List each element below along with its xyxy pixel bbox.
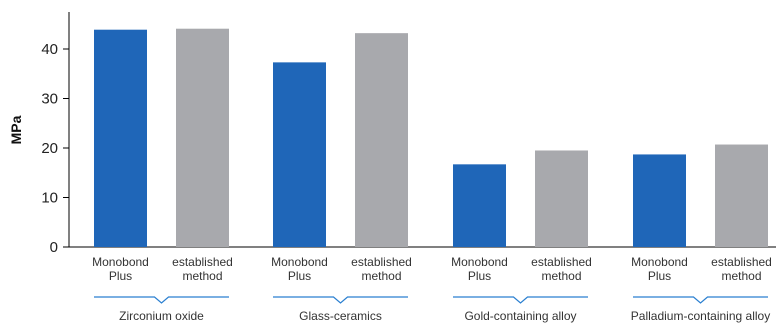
category-label: Monobond bbox=[631, 255, 688, 269]
y-tick-label: 30 bbox=[41, 91, 58, 108]
bar-monobond bbox=[273, 62, 326, 247]
bar-established bbox=[176, 28, 229, 247]
y-tick-label: 0 bbox=[50, 239, 58, 256]
category-label: Monobond bbox=[92, 255, 149, 269]
group-bracket bbox=[273, 296, 408, 304]
category-label: Plus bbox=[648, 269, 671, 283]
group-label: Gold-containing alloy bbox=[464, 309, 576, 323]
y-tick-label: 20 bbox=[41, 140, 58, 157]
category-label: established bbox=[172, 255, 233, 269]
group-brackets: Zirconium oxide Glass-ceramics Gold-contai… bbox=[94, 296, 770, 323]
group-bracket bbox=[94, 296, 229, 304]
category-label: method bbox=[541, 269, 581, 283]
group-bracket bbox=[453, 296, 588, 304]
bar-established bbox=[715, 144, 768, 247]
category-label: method bbox=[721, 269, 761, 283]
y-tick-label: 40 bbox=[41, 41, 58, 58]
category-label: Monobond bbox=[271, 255, 328, 269]
bar-established bbox=[535, 150, 588, 247]
category-label: Plus bbox=[109, 269, 132, 283]
bar-monobond bbox=[633, 154, 686, 247]
category-label: established bbox=[711, 255, 772, 269]
group-label: Glass-ceramics bbox=[299, 309, 382, 323]
bar-established bbox=[355, 33, 408, 247]
category-label: Monobond bbox=[451, 255, 508, 269]
bar-monobond bbox=[453, 164, 506, 247]
bars bbox=[94, 28, 768, 247]
group-bracket bbox=[633, 296, 768, 304]
category-label: method bbox=[182, 269, 222, 283]
x-axis-labels: MonobondPlusestablishedmethodMonobondPlu… bbox=[92, 255, 772, 283]
category-label: established bbox=[351, 255, 412, 269]
y-tick-label: 10 bbox=[41, 190, 58, 207]
group-label: Palladium-containing alloy bbox=[631, 309, 770, 323]
category-label: method bbox=[361, 269, 401, 283]
bar-monobond bbox=[94, 29, 147, 247]
group-label: Zirconium oxide bbox=[119, 309, 204, 323]
y-axis-label: MPa bbox=[8, 115, 24, 144]
category-label: Plus bbox=[468, 269, 491, 283]
category-label: Plus bbox=[288, 269, 311, 283]
category-label: established bbox=[531, 255, 592, 269]
